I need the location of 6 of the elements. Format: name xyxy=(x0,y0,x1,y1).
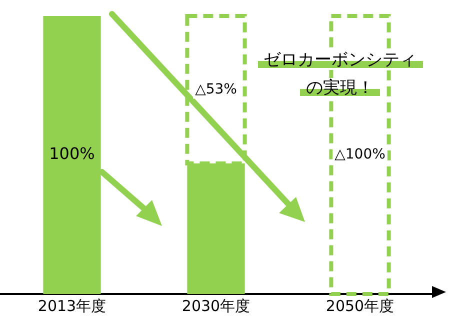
x-tick-label: 2013年度 xyxy=(38,296,106,315)
x-tick-label: 2030年度 xyxy=(182,296,250,315)
data-label: △100% xyxy=(334,146,386,163)
x-tick-label: 2050年度 xyxy=(326,296,394,315)
data-label: 100% xyxy=(49,144,95,164)
data-label: △53% xyxy=(195,81,237,98)
